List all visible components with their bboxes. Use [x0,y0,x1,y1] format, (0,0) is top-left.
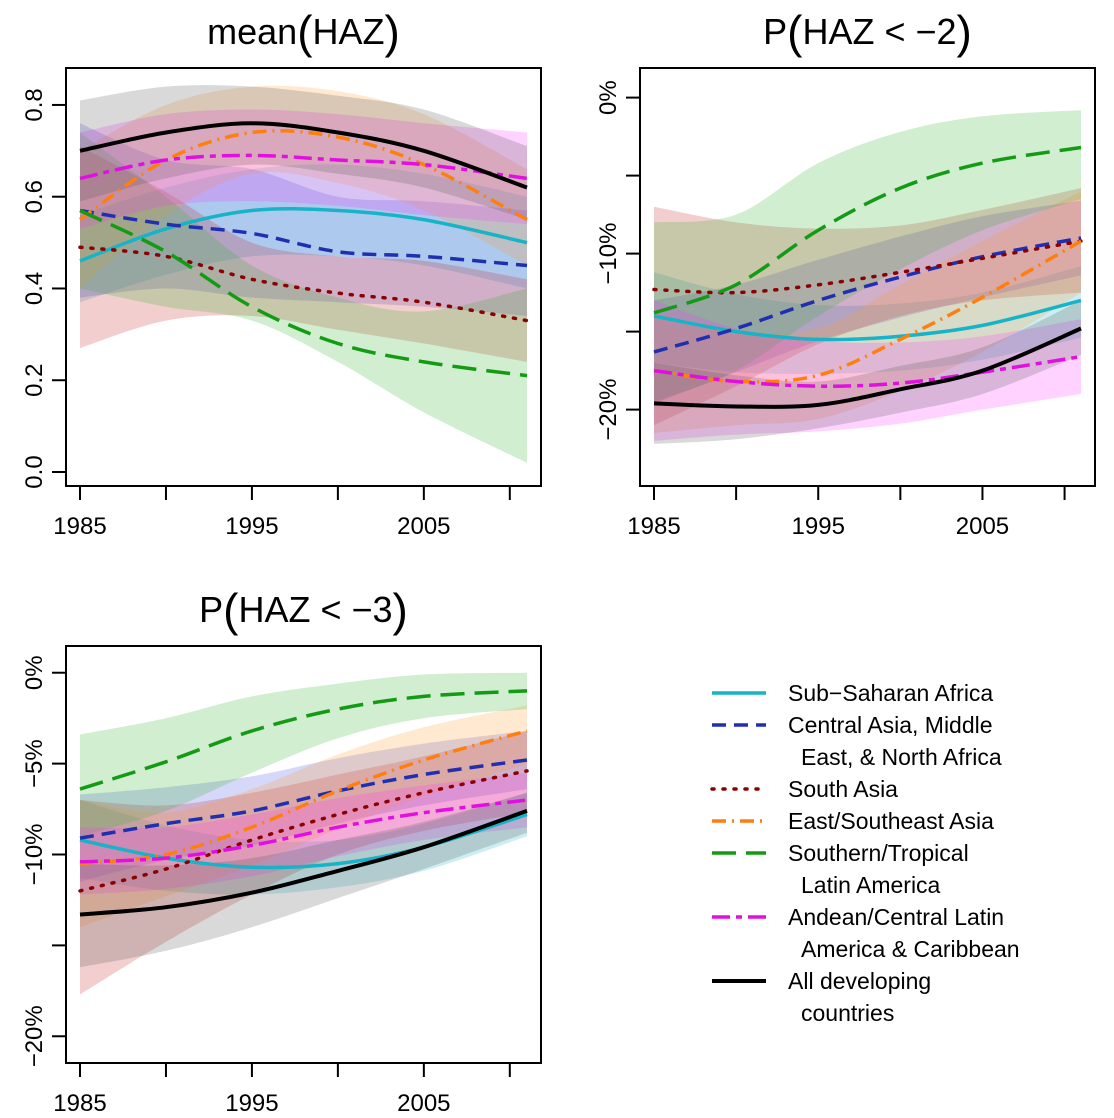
plot-area [652,110,1083,444]
panel-p-haz-lt-3: P(HAZ < −3) 1985 1995 2005 0% −5% −10% −20% [21,584,542,1117]
y-tick-label: −5% [21,739,48,788]
legend-item-esa: East/Southeast Asia [712,808,994,834]
plot-area [78,672,529,995]
title-paren-open: ( [787,6,803,58]
panel-p-haz-lt-2: P(HAZ < −2) 1985 1995 2005 0% −10% −20% [595,6,1096,540]
panel-mean-haz: mean(HAZ) 1985 1995 2005 0.0 0.2 0.4 0.6 0.8 [21,6,542,540]
line-esa [79,129,528,222]
title-paren-close: ) [393,584,408,636]
band-esa [80,85,527,289]
legend-item-acla: Andean/Central Latin America & Caribbean [712,904,1020,962]
y-tick-label: −10% [595,223,622,285]
line-came [653,236,1082,354]
legend: Sub−Saharan Africa Central Asia, Middle Ea… [710,680,1020,1026]
title-paren-open: ( [223,584,239,636]
line-acla [79,798,528,864]
legend-item-ssa: Sub−Saharan Africa [712,680,993,706]
y-tick-label: 0.4 [21,272,48,305]
x-tick-label: 1985 [53,1090,106,1117]
x-tick-label: 1985 [627,513,680,540]
plot-area [78,85,529,463]
y-tick-label: −20% [595,379,622,441]
line-all [79,121,528,190]
legend-label: East/Southeast Asia [788,808,994,834]
band-all [80,85,527,220]
band-stla [80,672,527,837]
y-tick-label: 0.2 [21,364,48,397]
legend-label: All developing [788,968,931,994]
title-inner: HAZ [313,11,385,52]
legend-label: East, & North Africa [801,744,1002,770]
title-text: P [199,589,223,630]
y-tick-label: 0% [21,655,48,690]
band-stla [80,132,527,463]
title-paren-open: ( [297,6,313,58]
y-tick-label: 0.8 [21,88,48,121]
legend-label: South Asia [788,776,898,802]
band-sa [80,730,527,995]
line-stla [79,208,528,378]
y-tick-label: 0% [595,80,622,115]
legend-item-stla: Southern/Tropical Latin America [712,840,969,898]
y-tick-label: −20% [21,1005,48,1067]
legend-label: Southern/Tropical [788,840,969,866]
x-tick-label: 2005 [956,513,1009,540]
y-tick-label: −10% [21,823,48,885]
line-came [79,208,528,268]
panel-title: mean(HAZ) [207,6,400,58]
x-tick-label: 2005 [397,513,450,540]
legend-label: America & Caribbean [801,936,1020,962]
x-tick-label: 1985 [53,513,106,540]
line-came [79,758,528,840]
legend-item-sa: South Asia [710,776,898,802]
line-sa [652,239,1083,295]
legend-label: Central Asia, Middle [788,712,993,738]
line-ssa [79,206,528,263]
title-paren-close: ) [385,6,400,58]
panel-title: P(HAZ < −2) [763,6,972,58]
legend-label: countries [801,1000,894,1026]
legend-label: Latin America [801,872,941,898]
band-ssa [80,792,527,895]
band-acla [80,109,527,229]
title-text: mean [207,11,297,52]
band-ssa [654,266,1081,374]
line-all [79,809,528,917]
band-esa [80,705,527,928]
band-sa [654,188,1081,426]
line-sa [78,769,529,893]
line-stla [79,689,528,791]
legend-label: Andean/Central Latin [788,904,1004,930]
line-stla [653,145,1082,315]
line-acla [653,354,1082,388]
title-text: P [763,11,787,52]
x-tick-label: 2005 [397,1090,450,1117]
title-inner: HAZ < −2 [802,11,956,52]
line-acla [79,153,528,181]
line-all [653,326,1082,409]
band-sa [80,146,527,362]
band-esa [654,191,1081,433]
legend-item-came: Central Asia, Middle East, & North Africa [712,712,1002,770]
legend-item-all: All developing countries [712,968,931,1026]
x-tick-label: 1995 [792,513,845,540]
line-sa [78,245,529,323]
y-tick-label: 0.6 [21,180,48,213]
y-tick-label: 0.0 [21,455,48,488]
line-esa [79,729,528,866]
title-paren-close: ) [957,6,972,58]
title-inner: HAZ < −3 [238,589,392,630]
x-tick-label: 1995 [225,1090,278,1117]
legend-label: Sub−Saharan Africa [788,680,993,706]
band-came [654,200,1081,404]
line-esa [653,239,1082,384]
band-stla [654,110,1081,402]
x-tick-label: 1995 [225,513,278,540]
panel-title: P(HAZ < −3) [199,584,408,636]
